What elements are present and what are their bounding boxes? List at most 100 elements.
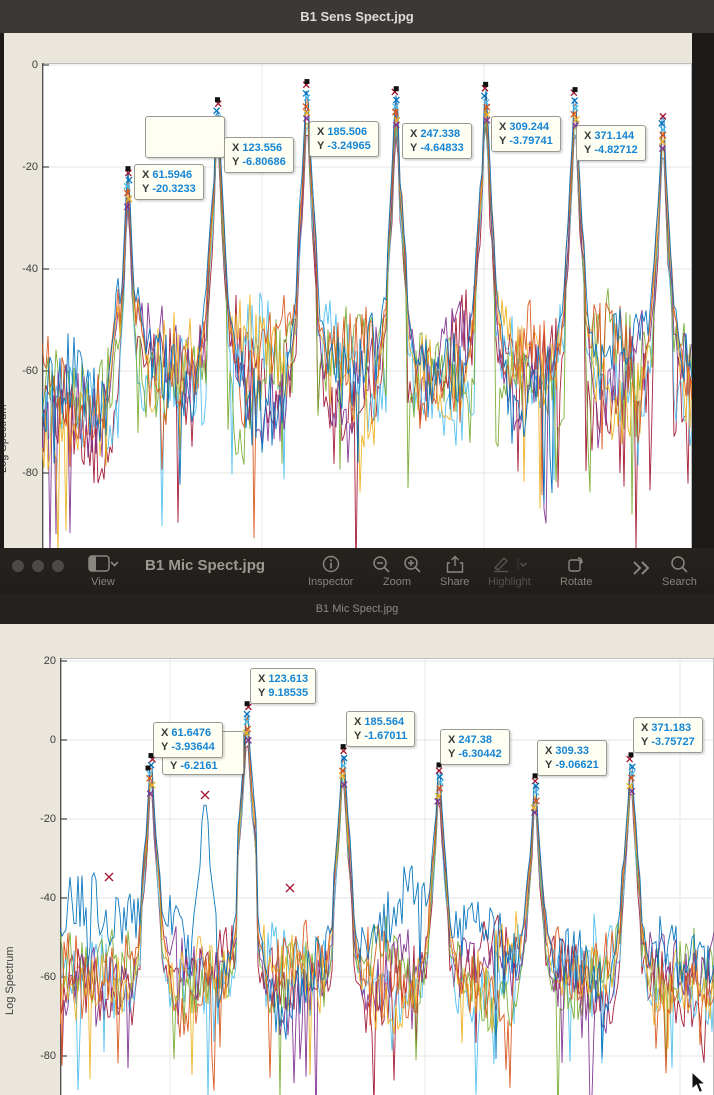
chevrons-right-icon xyxy=(630,558,652,578)
datatip-key: X xyxy=(258,673,266,685)
datatip-value: 123.613 xyxy=(268,673,309,685)
datatip: X 185.564 Y -1.67011 xyxy=(346,711,416,747)
datatip-line: Y 9.18535 xyxy=(258,686,308,700)
datatip-key: X xyxy=(410,128,418,140)
peak-x-marker xyxy=(244,725,252,733)
zoom-in-icon xyxy=(404,555,421,573)
datatip-anchor-marker xyxy=(244,701,250,707)
y-tick-label: -80 xyxy=(40,1050,56,1062)
datatip-line: X 123.613 xyxy=(258,672,308,686)
datatip-anchor-marker xyxy=(148,753,154,759)
y-tick-label: -20 xyxy=(22,161,38,173)
datatip: X 247.38 Y -6.30442 xyxy=(440,729,510,765)
view-button[interactable]: View xyxy=(88,554,118,588)
y-tick-label: -20 xyxy=(40,813,56,825)
datatip-line: Y -20.3233 xyxy=(142,182,196,196)
peak-x-marker xyxy=(340,762,347,770)
datatip-clipped-line: Y -6.2161 xyxy=(170,759,236,773)
more-toolbar-items-button[interactable] xyxy=(630,558,652,578)
peak-x-marker xyxy=(532,788,540,796)
zoom-buttons[interactable]: Zoom xyxy=(372,554,422,588)
peak-x-marker xyxy=(243,710,251,718)
datatip-anchor-marker xyxy=(340,744,346,750)
datatip-anchor-marker xyxy=(214,97,220,103)
datatip-value: 309.33 xyxy=(555,745,589,757)
peak-x-marker xyxy=(391,108,399,116)
datatip-key: X xyxy=(232,142,240,154)
peak-x-marker xyxy=(659,131,667,139)
datatip-key: X xyxy=(545,745,553,757)
spectrum-line-series-2 xyxy=(60,717,714,1080)
peak-x-marker xyxy=(302,103,310,111)
peak-x-marker xyxy=(531,809,539,816)
datatip-key: X xyxy=(499,121,507,133)
datatip-key: Y xyxy=(142,183,150,195)
peak-x-marker xyxy=(480,92,488,100)
peak-x-marker xyxy=(243,718,251,726)
datatip-y-key: Y xyxy=(170,760,178,772)
highlight-label: Highlight xyxy=(488,576,531,588)
datatip: X 61.6476 Y -3.93644 xyxy=(153,722,223,758)
datatip-value: -3.93644 xyxy=(171,741,215,753)
datatip-key: Y xyxy=(317,140,325,152)
y-tick-label: -80 xyxy=(22,467,38,479)
peak-x-marker xyxy=(213,107,221,115)
peak-x-marker xyxy=(483,116,491,124)
peak-x-marker xyxy=(200,790,210,800)
datatip-value: 185.564 xyxy=(364,716,405,728)
datatip-line: X 371.183 xyxy=(641,721,695,735)
search-button[interactable]: Search xyxy=(662,554,697,588)
datatip-line: X 371.144 xyxy=(584,129,638,143)
peak-x-marker xyxy=(244,736,252,744)
datatip: X 309.33 Y -9.06621 xyxy=(537,740,607,776)
datatip-key: Y xyxy=(232,156,240,168)
datatip-value: -6.80686 xyxy=(242,156,286,168)
datatip-key: Y xyxy=(161,741,169,753)
rotate-button[interactable]: Rotate xyxy=(560,554,592,588)
peak-x-marker xyxy=(123,182,131,190)
peak-x-marker xyxy=(146,790,154,798)
traffic-light-minimize-button[interactable] xyxy=(32,560,44,572)
top-window-title: B1 Sens Spect.jpg xyxy=(300,9,414,24)
zoom-out-icon xyxy=(373,555,390,573)
spectrum-line-series-3 xyxy=(60,728,714,1095)
datatip-value: 61.5946 xyxy=(152,169,193,181)
datatip-line: Y -1.67011 xyxy=(354,729,407,743)
traffic-light-close-button[interactable] xyxy=(12,560,24,572)
datatip-key: Y xyxy=(499,135,507,147)
share-icon xyxy=(446,554,464,574)
datatip-line: X 309.244 xyxy=(499,120,553,134)
datatip: X 309.244 Y -3.79741 xyxy=(491,116,561,152)
spectrum-line-series-1 xyxy=(42,92,692,539)
peak-x-marker xyxy=(148,781,156,789)
peak-x-marker xyxy=(435,767,443,775)
peak-x-marker xyxy=(628,763,636,771)
datatip-key: Y xyxy=(545,759,553,771)
peak-x-marker xyxy=(125,195,133,203)
y-tick-label: 0 xyxy=(49,734,56,746)
peak-x-marker xyxy=(436,784,444,792)
datatip-value: 185.506 xyxy=(327,126,368,138)
datatip-line: X 185.506 xyxy=(317,125,371,139)
datatip-anchor-marker xyxy=(436,762,442,768)
highlight-button[interactable]: Highlight xyxy=(488,554,531,588)
inspector-button[interactable]: Inspector xyxy=(308,554,353,588)
datatip-value: 123.556 xyxy=(242,142,283,154)
datatip-hidden xyxy=(145,116,225,158)
datatip-line: Y -4.64833 xyxy=(410,141,464,155)
peak-x-marker xyxy=(434,797,442,805)
datatip-anchor-marker xyxy=(483,81,489,87)
datatip-value: -20.3233 xyxy=(152,183,196,195)
spectrum-line-series-0 xyxy=(60,712,714,1060)
peak-x-marker xyxy=(659,112,667,120)
traffic-light-zoom-button[interactable] xyxy=(52,560,64,572)
rotate-icon xyxy=(566,554,586,574)
peak-x-marker xyxy=(123,189,131,197)
preview-toolbar: View B1 Mic Spect.jpg Inspector xyxy=(0,548,714,594)
peak-x-marker xyxy=(392,96,400,104)
peak-x-marker xyxy=(628,787,636,795)
peak-x-marker xyxy=(658,119,666,127)
top-window-title-bar: B1 Sens Spect.jpg xyxy=(0,0,714,33)
y-tick-label: -40 xyxy=(40,892,56,904)
share-button[interactable]: Share xyxy=(440,554,469,588)
